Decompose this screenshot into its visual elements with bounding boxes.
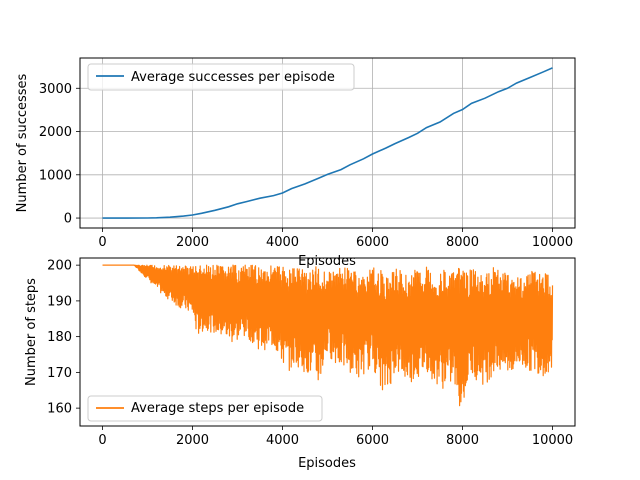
successes-series-line bbox=[102, 67, 553, 219]
x-tick-label: 0 bbox=[98, 235, 106, 250]
successes-legend: Average successes per episode bbox=[87, 63, 355, 91]
x-tick-label: 8000 bbox=[446, 235, 479, 250]
y-tick-label: 200 bbox=[47, 259, 72, 274]
steps-series-line bbox=[102, 264, 554, 407]
steps-legend-box bbox=[87, 395, 323, 422]
steps-ticks: 0 2000 4000 6000 8000 10000 160 170 180 190 200 bbox=[47, 259, 573, 448]
steps-plot: 0 2000 4000 6000 8000 10000 160 170 180 190 200 Ep… bbox=[24, 257, 576, 471]
y-tick-label: 160 bbox=[47, 402, 72, 417]
successes-legend-label: Average successes per episode bbox=[131, 70, 335, 85]
x-tick-label: 6000 bbox=[356, 235, 389, 250]
successes-legend-box bbox=[87, 63, 355, 91]
successes-plot: 0 2000 4000 6000 8000 10000 0 1000 2000 3000 Epis… bbox=[15, 57, 576, 269]
y-tick-label: 190 bbox=[47, 294, 72, 309]
x-tick-label: 10000 bbox=[532, 433, 573, 448]
x-tick-label: 4000 bbox=[266, 433, 299, 448]
x-tick-label: 4000 bbox=[266, 235, 299, 250]
y-tick-label: 2000 bbox=[39, 125, 72, 140]
x-tick-label: 0 bbox=[98, 433, 106, 448]
successes-axes-frame bbox=[79, 57, 576, 229]
y-tick-label: 180 bbox=[47, 330, 72, 345]
y-tick-label: 1000 bbox=[39, 168, 72, 183]
y-tick-label: 3000 bbox=[39, 82, 72, 97]
x-tick-label: 8000 bbox=[446, 433, 479, 448]
steps-legend-label: Average steps per episode bbox=[131, 401, 304, 416]
x-tick-label: 2000 bbox=[176, 433, 209, 448]
successes-series bbox=[102, 67, 553, 219]
x-tick-label: 10000 bbox=[532, 235, 573, 250]
steps-legend: Average steps per episode bbox=[87, 395, 323, 422]
successes-x-axis-label: Episodes bbox=[298, 254, 356, 269]
successes-ticks: 0 2000 4000 6000 8000 10000 0 1000 2000 3000 bbox=[39, 82, 573, 250]
x-tick-label: 6000 bbox=[356, 433, 389, 448]
steps-axes-frame bbox=[79, 257, 576, 427]
successes-y-axis-label: Number of successes bbox=[15, 73, 30, 212]
steps-y-axis-label: Number of steps bbox=[24, 278, 39, 386]
x-tick-label: 2000 bbox=[176, 235, 209, 250]
y-tick-label: 0 bbox=[64, 212, 72, 227]
steps-series bbox=[102, 264, 554, 407]
steps-x-axis-label: Episodes bbox=[298, 456, 356, 471]
y-tick-label: 170 bbox=[47, 366, 72, 381]
